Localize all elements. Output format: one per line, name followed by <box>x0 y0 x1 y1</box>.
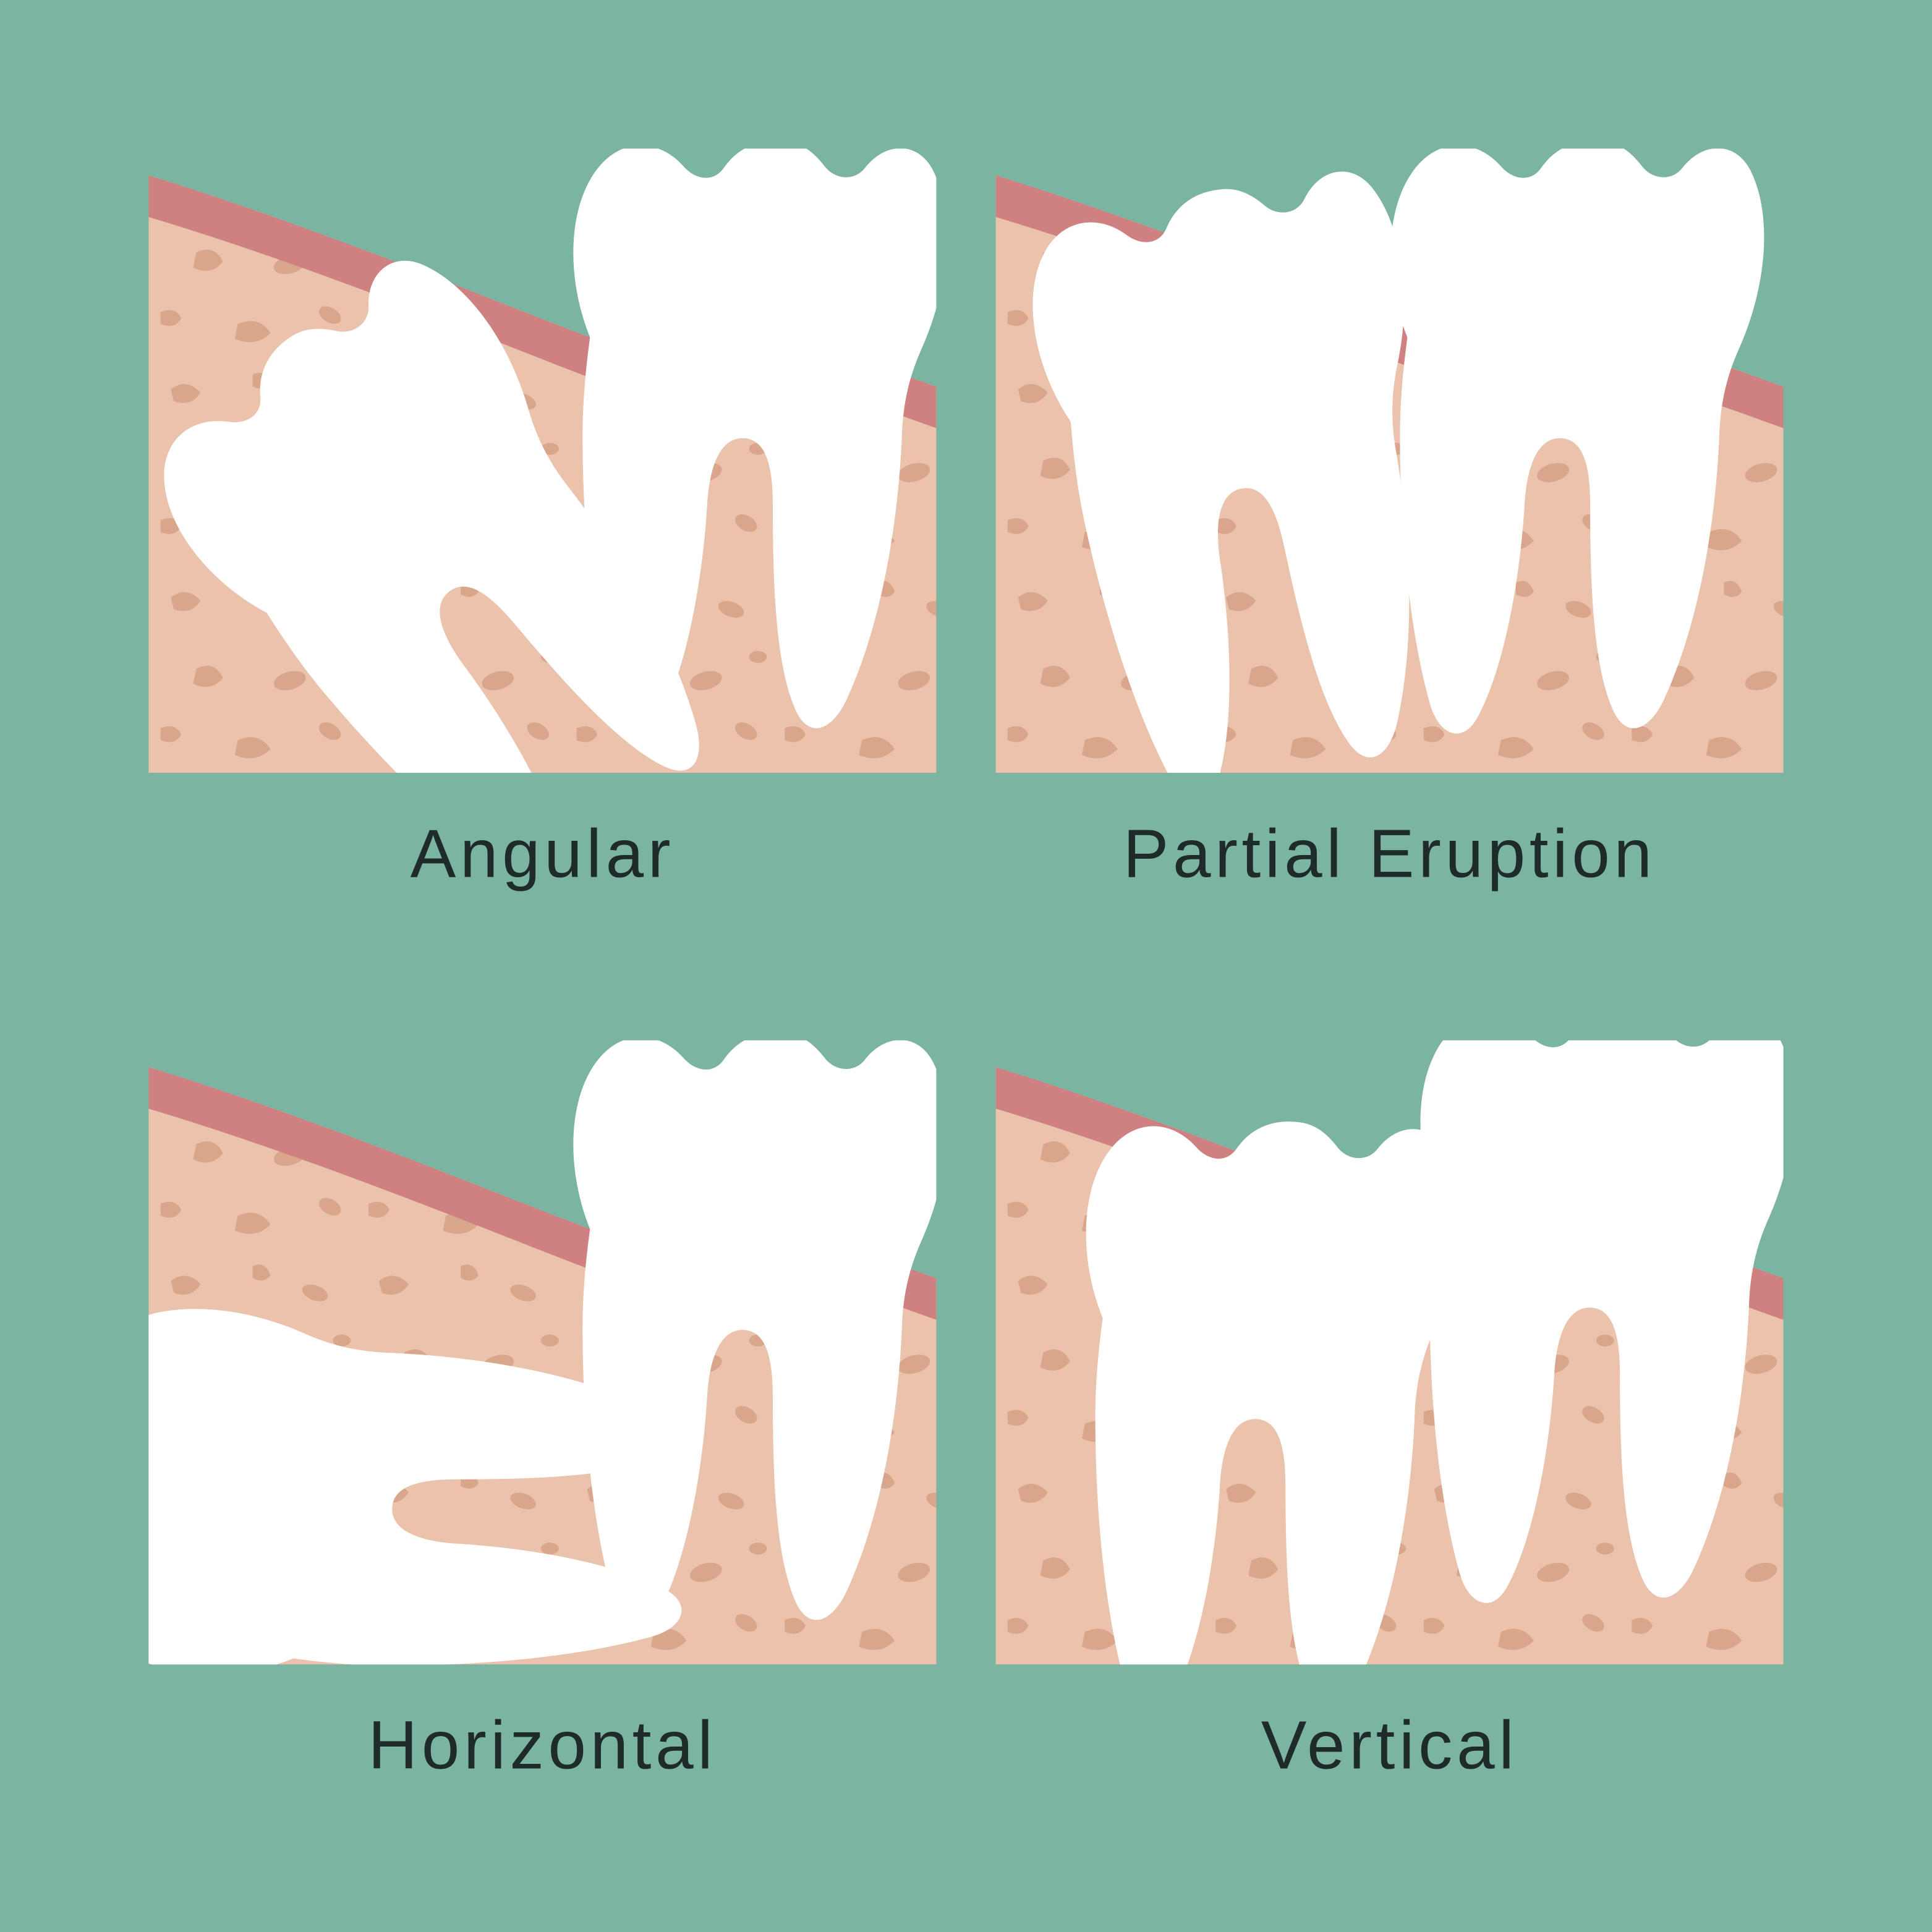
label-vertical: Vertical <box>1261 1708 1518 1784</box>
label-partial-eruption: Partial Eruption <box>1123 815 1656 892</box>
label-angular: Angular <box>411 815 675 892</box>
wisdom-tooth-infographic: Angular Partial Eruption Horizontal <box>0 0 1932 1932</box>
panel-partial-eruption <box>996 141 1784 813</box>
label-horizontal: Horizontal <box>368 1708 717 1784</box>
